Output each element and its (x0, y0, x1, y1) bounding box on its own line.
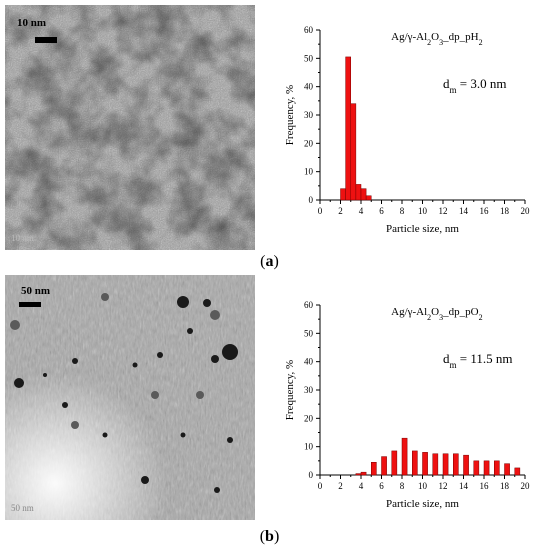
x-tick-label: 10 (418, 481, 428, 491)
x-tick-label: 4 (359, 206, 364, 216)
y-axis-label: Frequency, % (284, 85, 296, 145)
histogram-bar (355, 473, 362, 476)
x-axis-label: Particle size, nm (386, 498, 459, 510)
x-tick-label: 18 (500, 206, 510, 216)
histogram-bar (463, 454, 469, 476)
y-tick-label: 40 (304, 82, 314, 92)
histogram-b: 0 2 4 6 8 10 12 14 16 18 20 0 10 20 30 40 50 60 Particle s… (270, 285, 535, 525)
histogram-bar (494, 460, 500, 476)
x-tick-label: 18 (500, 481, 510, 491)
scale-label-b: 50 nm (21, 285, 51, 297)
y-tick-label: 50 (304, 328, 314, 338)
histogram-bar (432, 453, 439, 476)
histogram-bar (483, 460, 490, 476)
panel-label-a: (a) (260, 253, 279, 270)
scale-bar-b (19, 302, 41, 307)
x-tick-label: 0 (318, 206, 323, 216)
tem-micrograph-a: 10 nm 10 nm (5, 5, 255, 250)
histogram-bar (381, 456, 387, 476)
x-tick-label: 6 (379, 481, 384, 491)
histogram-bar (412, 450, 418, 476)
y-tick-label: 10 (304, 167, 314, 177)
histogram-bar (371, 462, 377, 476)
x-tick-label: 2 (338, 206, 343, 216)
x-tick-label: 16 (480, 481, 490, 491)
panel-b: 50 nm 50 nm 0 2 4 6 8 10 12 14 16 18 20 0 10 20 30 40 50… (0, 275, 539, 550)
x-tick-label: 20 (521, 206, 531, 216)
histogram-bar (473, 460, 480, 476)
x-tick-label: 12 (439, 206, 448, 216)
tem-image-b (5, 275, 255, 520)
chart-title: Ag/γ-Al2O3_dp_pH2 (391, 31, 482, 47)
y-tick-label: 0 (309, 470, 314, 480)
histogram-bar (365, 195, 372, 201)
histogram-svg-a: 0 2 4 6 8 10 12 14 16 18 20 0 10 20 30 40 50 60 Particle s… (284, 25, 531, 235)
x-tick-label: 12 (439, 481, 448, 491)
y-tick-label: 20 (304, 138, 314, 148)
histogram-bar (360, 188, 367, 201)
y-tick-label: 30 (304, 385, 314, 395)
x-tick-label: 14 (459, 206, 469, 216)
x-tick-label: 8 (400, 481, 405, 491)
watermark-a: 10 nm (11, 233, 34, 243)
mean-diameter-annotation: dm = 11.5 nm (443, 351, 512, 370)
y-tick-label: 60 (304, 25, 314, 35)
tem-image-a (5, 5, 255, 250)
histogram-bar (391, 450, 398, 476)
scale-bar-a (35, 37, 57, 43)
histogram-bar (514, 467, 521, 476)
histogram-bar (422, 452, 428, 476)
y-tick-label: 40 (304, 357, 314, 367)
faint-particles-b (10, 293, 220, 429)
histogram-a: 0 2 4 6 8 10 12 14 16 18 20 0 10 20 30 40 50 60 Particle s… (270, 10, 535, 250)
mean-diameter-annotation: dm = 3.0 nm (443, 76, 506, 95)
panel-a: 10 nm 10 nm 0 2 4 6 8 10 12 14 16 18 20 0 10 20 30 40 50… (5, 5, 535, 270)
chart-title: Ag/γ-Al2O3_dp_pO2 (391, 306, 482, 322)
histogram-svg-b: 0 2 4 6 8 10 12 14 16 18 20 0 10 20 30 40 50 60 Particle s… (284, 300, 531, 510)
scale-label-a: 10 nm (17, 17, 47, 29)
x-tick-label: 10 (418, 206, 428, 216)
histogram-bar (360, 471, 367, 476)
y-tick-label: 10 (304, 442, 314, 452)
y-tick-label: 60 (304, 300, 314, 310)
histogram-bar (350, 103, 357, 201)
histogram-bar (355, 184, 362, 201)
x-tick-label: 8 (400, 206, 405, 216)
x-tick-label: 16 (480, 206, 490, 216)
x-tick-label: 2 (338, 481, 343, 491)
x-tick-label: 14 (459, 481, 469, 491)
x-tick-label: 0 (318, 481, 323, 491)
histogram-bar (340, 188, 346, 201)
y-tick-label: 30 (304, 110, 314, 120)
tem-micrograph-b: 50 nm 50 nm (5, 275, 255, 520)
panel-label-b: (b) (259, 528, 280, 545)
histogram-bar (504, 463, 510, 476)
y-tick-label: 20 (304, 413, 314, 423)
y-tick-label: 0 (309, 195, 314, 205)
histogram-bar (401, 437, 408, 476)
x-tick-label: 6 (379, 206, 384, 216)
histogram-bar (345, 56, 351, 201)
x-axis-label: Particle size, nm (386, 223, 459, 235)
x-tick-label: 4 (359, 481, 364, 491)
y-tick-label: 50 (304, 53, 314, 63)
histogram-bar (453, 453, 459, 476)
y-axis-label: Frequency, % (284, 360, 296, 420)
histogram-bar (442, 453, 449, 476)
watermark-b: 50 nm (11, 503, 34, 513)
silver-particles-b (14, 296, 238, 493)
x-tick-label: 20 (521, 481, 531, 491)
